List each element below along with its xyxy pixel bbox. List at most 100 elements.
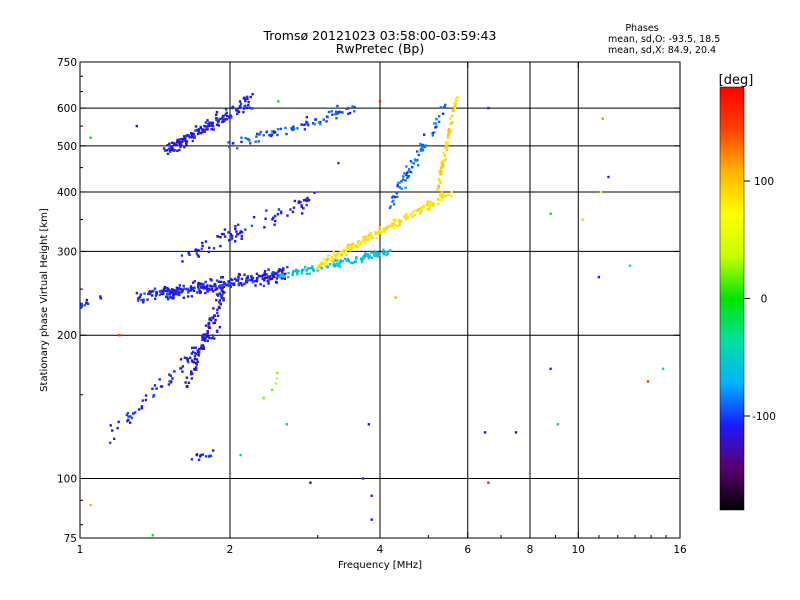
data-point xyxy=(238,106,241,110)
data-point xyxy=(185,141,188,145)
data-point xyxy=(236,109,239,112)
data-point xyxy=(152,395,155,398)
data-point xyxy=(191,135,194,138)
data-point xyxy=(367,256,371,260)
data-point xyxy=(437,184,440,188)
data-point xyxy=(196,248,199,252)
data-point xyxy=(345,107,348,110)
data-point xyxy=(331,261,334,264)
data-point xyxy=(265,209,268,212)
data-point xyxy=(163,289,167,293)
data-point xyxy=(455,99,458,103)
data-point xyxy=(236,279,240,282)
data-point xyxy=(229,278,232,281)
data-point xyxy=(324,260,327,264)
data-point xyxy=(228,145,231,148)
x-tick-label: 8 xyxy=(527,544,534,556)
data-point xyxy=(235,109,238,112)
data-point xyxy=(302,123,306,127)
data-point xyxy=(164,149,167,152)
data-point xyxy=(291,273,294,277)
data-point xyxy=(173,289,176,292)
data-point xyxy=(381,251,385,254)
data-point xyxy=(382,248,385,251)
data-point xyxy=(224,108,228,111)
x-axis-ticks: 1 2 4 6 8 10 16 xyxy=(77,62,687,556)
data-point xyxy=(280,277,283,280)
data-point xyxy=(166,144,169,147)
data-point xyxy=(607,175,610,179)
data-point xyxy=(171,290,175,293)
data-point xyxy=(601,117,604,120)
data-point xyxy=(437,202,440,205)
data-point xyxy=(322,118,325,121)
data-point xyxy=(292,206,296,209)
data-point xyxy=(451,114,454,118)
data-point xyxy=(169,374,172,377)
data-point xyxy=(424,144,428,147)
data-point xyxy=(330,256,334,259)
data-point xyxy=(259,130,262,134)
data-point xyxy=(181,140,184,144)
data-point xyxy=(254,284,257,287)
data-point xyxy=(234,225,237,228)
data-point xyxy=(453,107,457,110)
data-point xyxy=(246,137,250,141)
data-point xyxy=(197,130,200,133)
data-point xyxy=(201,284,205,287)
data-point xyxy=(440,196,444,199)
data-point xyxy=(183,287,186,290)
data-point xyxy=(450,121,454,124)
data-point xyxy=(197,458,201,461)
data-point xyxy=(185,376,189,379)
data-point xyxy=(325,258,329,261)
data-point xyxy=(263,278,266,282)
data-point xyxy=(241,284,244,287)
data-point xyxy=(363,238,367,242)
data-point xyxy=(375,237,378,240)
data-point xyxy=(251,93,254,96)
data-point xyxy=(402,175,405,178)
data-point xyxy=(405,173,408,177)
data-point xyxy=(166,289,169,293)
data-point xyxy=(243,282,246,285)
data-point xyxy=(437,115,441,118)
data-point xyxy=(267,268,270,271)
data-point xyxy=(248,278,251,282)
data-point xyxy=(206,335,209,338)
data-point xyxy=(255,135,258,138)
data-point xyxy=(218,292,221,295)
data-point xyxy=(294,269,298,272)
data-point xyxy=(207,250,210,254)
data-point xyxy=(140,405,144,408)
data-point xyxy=(417,164,420,167)
data-point xyxy=(245,276,249,279)
data-point xyxy=(208,454,212,457)
data-point xyxy=(231,278,234,281)
data-point xyxy=(202,346,205,349)
data-point xyxy=(404,216,407,219)
data-point xyxy=(244,99,247,103)
data-point xyxy=(173,370,176,373)
data-point xyxy=(85,298,89,302)
data-point xyxy=(278,269,281,273)
data-point xyxy=(282,275,285,278)
data-point xyxy=(450,190,453,194)
data-point xyxy=(79,306,83,309)
data-point xyxy=(410,161,414,164)
data-point xyxy=(317,264,321,267)
data-point xyxy=(199,291,202,295)
data-point xyxy=(228,282,231,285)
data-point xyxy=(239,453,242,457)
data-point xyxy=(361,260,364,264)
data-point xyxy=(311,122,315,125)
data-point xyxy=(182,296,185,299)
data-point xyxy=(181,370,184,373)
data-point xyxy=(155,292,158,295)
data-point xyxy=(218,301,221,304)
data-point xyxy=(273,223,276,226)
data-point xyxy=(127,415,130,418)
data-point xyxy=(202,286,205,289)
data-point xyxy=(327,110,331,114)
